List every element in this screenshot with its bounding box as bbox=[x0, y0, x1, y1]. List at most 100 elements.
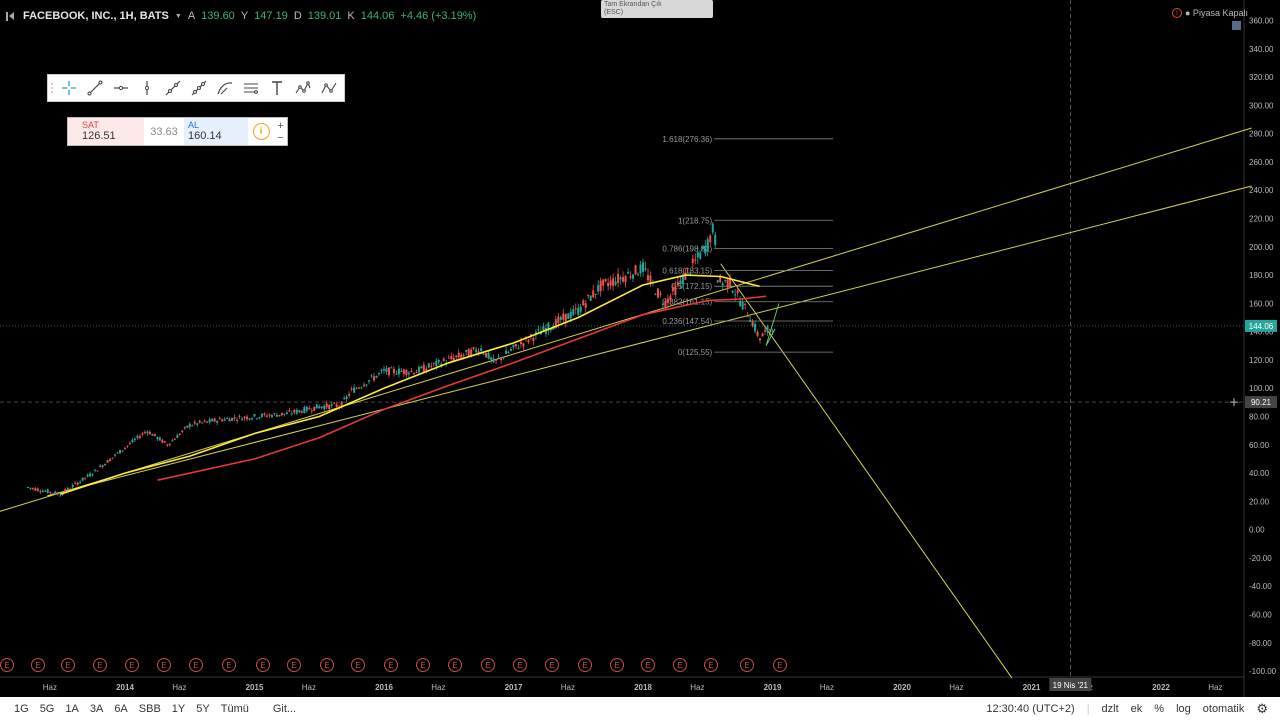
decrease-button[interactable]: − bbox=[277, 131, 284, 144]
curve-icon[interactable] bbox=[212, 75, 238, 101]
y-tick-label-23: -100.00 bbox=[1249, 667, 1277, 676]
candle-body-21 bbox=[79, 481, 82, 483]
candle-body-213 bbox=[557, 316, 560, 324]
range-3[interactable]: 3A bbox=[89, 702, 104, 715]
range-1[interactable]: 5G bbox=[39, 702, 55, 715]
earnings-marker-circle bbox=[320, 658, 334, 672]
candle-body-18 bbox=[71, 485, 74, 488]
candle-body-265 bbox=[686, 268, 689, 270]
x-tick-label-1: 2014 bbox=[116, 683, 134, 692]
candle-body-167 bbox=[442, 358, 445, 362]
candle-body-291 bbox=[751, 321, 754, 327]
range-6[interactable]: 1Y bbox=[171, 702, 186, 715]
range-0[interactable]: 1G bbox=[14, 702, 29, 715]
candle-body-69 bbox=[198, 420, 201, 423]
range-5[interactable]: SBB bbox=[138, 702, 161, 715]
y-tick-label-22: -80.00 bbox=[1249, 639, 1272, 648]
earnings-marker-label: E bbox=[420, 661, 425, 670]
trendline-1 bbox=[47, 185, 1252, 497]
change-value: +4.46 (+3.19%) bbox=[400, 10, 477, 22]
spread-value: 33.63 bbox=[150, 125, 178, 138]
earnings-marker-label: E bbox=[260, 661, 265, 670]
extended-line-icon[interactable] bbox=[186, 75, 212, 101]
candle-body-113 bbox=[308, 407, 311, 410]
bottom-right-controls: 12:30:40 (UTC+2) | dzlt ek% log otomatik ⚙ bbox=[986, 697, 1268, 720]
crosshair-icon[interactable] bbox=[56, 75, 82, 101]
candle-body-110 bbox=[300, 411, 303, 413]
candle-body-275 bbox=[711, 223, 714, 233]
candle-body-99 bbox=[273, 413, 276, 415]
range-8[interactable]: Tümü bbox=[220, 702, 249, 715]
candle-body-86 bbox=[241, 418, 244, 421]
candle-body-249 bbox=[646, 274, 649, 281]
candle-body-244 bbox=[634, 265, 637, 275]
range-7[interactable]: 5Y bbox=[196, 702, 210, 715]
scale-option-4[interactable]: otomatik bbox=[1202, 702, 1245, 715]
close-value: 144.06 bbox=[360, 10, 395, 22]
crosshair-date-badge: 19 Nis '21 bbox=[1053, 681, 1089, 690]
candle-body-299 bbox=[771, 330, 774, 332]
trend-line-icon[interactable] bbox=[82, 75, 108, 101]
candle-body-272 bbox=[704, 245, 707, 254]
candle-body-35 bbox=[114, 454, 117, 456]
candle-body-223 bbox=[582, 300, 585, 306]
trade-info-button[interactable]: i bbox=[248, 118, 274, 145]
candle-body-157 bbox=[417, 366, 420, 373]
y-tick-label-18: 0.00 bbox=[1249, 526, 1265, 535]
quantity-stepper[interactable]: + − bbox=[274, 118, 287, 145]
gear-icon[interactable]: ⚙ bbox=[1256, 700, 1268, 716]
vertical-line-icon[interactable] bbox=[134, 75, 160, 101]
range-4[interactable]: 6A bbox=[114, 702, 128, 715]
y-tick-label-11: 140.00 bbox=[1249, 328, 1274, 337]
buy-button[interactable]: AL 160.14 bbox=[184, 118, 248, 145]
candle-body-121 bbox=[328, 404, 331, 409]
parallel-channel-icon[interactable] bbox=[238, 75, 264, 101]
sell-button[interactable]: SAT 126.51 bbox=[68, 118, 144, 145]
earnings-marker-label: E bbox=[744, 661, 749, 670]
candle-body-81 bbox=[228, 418, 231, 422]
candle-body-13 bbox=[59, 495, 62, 497]
x-tick-label-6: Haz bbox=[431, 683, 445, 692]
high-label: Y bbox=[240, 10, 249, 22]
price-chart[interactable]: 360.00 340.00 320.00 300.00 280.00 260.00 240.… bbox=[0, 0, 1280, 697]
clock-time[interactable]: 12:30:40 (UTC+2) bbox=[986, 702, 1075, 715]
exit-fullscreen-tooltip[interactable]: Tam Ekrandan Çık (ESC) bbox=[601, 0, 713, 18]
horizontal-ray-icon[interactable] bbox=[108, 75, 134, 101]
candle-body-42 bbox=[131, 439, 134, 443]
text-icon[interactable] bbox=[264, 75, 290, 101]
symbol-title[interactable]: FACEBOOK, INC., 1H, BATS bbox=[23, 10, 169, 22]
scale-option-2[interactable]: % bbox=[1154, 702, 1165, 715]
range-2[interactable]: 1A bbox=[65, 702, 79, 715]
last-price-badge-bg bbox=[1245, 319, 1277, 332]
goto-date-button[interactable]: Git... bbox=[272, 702, 297, 715]
candle-body-91 bbox=[253, 414, 256, 417]
toolbar-drag-handle-icon[interactable] bbox=[48, 75, 56, 101]
candle-body-171 bbox=[452, 357, 455, 361]
candle-body-175 bbox=[462, 354, 465, 356]
scale-option-0[interactable]: dzlt bbox=[1101, 702, 1119, 715]
candle-body-158 bbox=[420, 366, 423, 369]
x-tick-label-11: 2019 bbox=[764, 683, 782, 692]
y-tick-label-2: 320.00 bbox=[1249, 73, 1274, 82]
earnings-marker-15: E bbox=[481, 658, 495, 672]
candle-body-106 bbox=[290, 413, 293, 415]
candle-body-107 bbox=[293, 409, 296, 413]
xabcd-pattern-icon[interactable] bbox=[290, 75, 316, 101]
candle-body-3 bbox=[34, 488, 37, 491]
x-tick-label-14: Haz bbox=[949, 683, 963, 692]
increase-button[interactable]: + bbox=[277, 119, 284, 132]
collapse-legend-icon[interactable] bbox=[6, 11, 17, 21]
scale-option-1[interactable]: ek bbox=[1130, 702, 1143, 715]
candle-body-181 bbox=[477, 351, 480, 354]
candle-body-77 bbox=[218, 418, 221, 420]
scale-option-3[interactable]: log bbox=[1176, 702, 1191, 715]
ray-icon[interactable] bbox=[160, 75, 186, 101]
price-scale-settings-icon[interactable] bbox=[1232, 21, 1241, 30]
symbol-dropdown-icon[interactable]: ▼ bbox=[174, 12, 182, 20]
earnings-marker-circle bbox=[610, 658, 624, 672]
candle-body-46 bbox=[141, 433, 144, 435]
abcd-pattern-icon[interactable] bbox=[316, 75, 342, 101]
symbol-header: FACEBOOK, INC., 1H, BATS ▼ A 139.60 Y 147.… bbox=[6, 6, 476, 26]
x-tick-label-17: 2022 bbox=[1152, 683, 1170, 692]
candle-body-191 bbox=[502, 357, 505, 359]
